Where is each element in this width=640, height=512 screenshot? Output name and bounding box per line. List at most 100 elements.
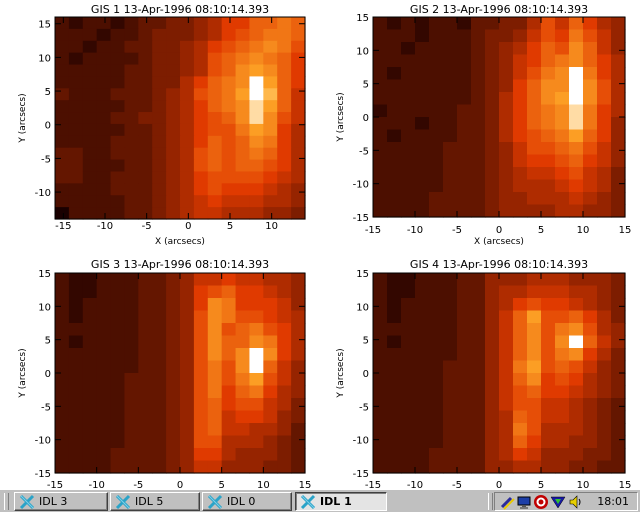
heatmap-cell — [597, 273, 612, 287]
task-button-idl-3[interactable]: IDL 3 — [14, 492, 108, 511]
heatmap-cell — [387, 204, 402, 218]
heatmap-cell — [235, 112, 251, 125]
heatmap-cell — [263, 52, 278, 66]
heatmap-cell — [527, 323, 542, 337]
shield-icon[interactable] — [550, 494, 566, 510]
heatmap-cell — [180, 335, 195, 349]
heatmap-cell — [291, 373, 306, 387]
heatmap-cell — [555, 298, 570, 312]
heatmap-cell — [373, 92, 388, 106]
heatmap-cell — [569, 460, 584, 474]
heatmap-cell — [96, 310, 112, 324]
heatmap-cell — [207, 88, 223, 101]
speaker-icon[interactable] — [567, 494, 583, 510]
target-icon[interactable] — [533, 494, 549, 510]
heatmap-cell — [96, 348, 112, 362]
y-tick-label: 5 — [45, 336, 51, 347]
heatmap-cell — [555, 323, 570, 337]
heatmap-cell — [471, 273, 486, 287]
task-button-idl-5[interactable]: IDL 5 — [110, 492, 200, 511]
heatmap-cell — [263, 360, 278, 374]
x-tick-label: 15 — [619, 225, 632, 236]
heatmap-cell — [611, 360, 626, 374]
taskbar-grip[interactable] — [4, 493, 9, 510]
heatmap-cell — [401, 129, 416, 143]
heatmap-cell — [180, 28, 195, 42]
heatmap-cell — [180, 348, 195, 362]
heatmap-cell — [221, 385, 237, 399]
x-axis-label: X (arcsecs) — [155, 237, 205, 247]
heatmap-cell — [499, 167, 514, 181]
heatmap-cell — [96, 335, 112, 349]
heatmap-cell — [415, 460, 430, 474]
heatmap-cell — [569, 298, 584, 312]
heatmap-cell — [583, 92, 598, 106]
task-button-idl-0[interactable]: IDL 0 — [202, 492, 292, 511]
plot-title: GIS 1 13-Apr-1996 08:10:14.393 — [91, 3, 269, 16]
network-icon[interactable] — [499, 494, 515, 510]
heatmap-cell — [138, 448, 153, 462]
heatmap-cell — [471, 385, 486, 399]
heatmap-cell — [55, 123, 70, 137]
heatmap-cell — [207, 207, 223, 220]
heatmap-cell — [277, 448, 292, 462]
heatmap-cell — [55, 159, 70, 173]
heatmap-cell — [277, 310, 292, 324]
heatmap-cell — [611, 17, 626, 31]
heatmap-cell — [443, 373, 458, 387]
heatmap-cell — [611, 192, 626, 206]
heatmap-cell — [457, 117, 472, 131]
heatmap-cell — [291, 171, 306, 184]
heatmap-cell — [124, 298, 139, 312]
x-tick-label: 5 — [538, 225, 544, 236]
heatmap-cell — [527, 310, 542, 324]
heatmap-cell — [96, 100, 112, 113]
heatmap-cell — [387, 42, 402, 56]
heatmap-cell — [611, 373, 626, 387]
heatmap-cell — [443, 423, 458, 437]
heatmap-cell — [166, 147, 181, 161]
plot-frame — [54, 16, 306, 220]
heatmap-cell — [429, 410, 444, 424]
heatmap-cell — [401, 67, 416, 81]
heatmap-cell — [96, 171, 112, 184]
heatmap-cell — [415, 17, 430, 31]
heatmap-cell — [235, 147, 251, 161]
monitor-icon[interactable] — [516, 494, 532, 510]
heatmap-cell — [555, 423, 570, 437]
heatmap-cell — [221, 64, 237, 78]
heatmap-cell — [82, 135, 98, 149]
heatmap-cell — [569, 67, 584, 81]
heatmap-cell — [152, 135, 167, 149]
heatmap-cell — [263, 40, 278, 54]
heatmap-cell — [471, 17, 486, 31]
heatmap-cell — [373, 285, 388, 299]
heatmap-cell — [193, 298, 209, 312]
heatmap-cell — [569, 142, 584, 156]
heatmap-cell — [513, 460, 528, 474]
heatmap-cell — [193, 435, 209, 449]
heatmap-cell — [555, 167, 570, 181]
heatmap-cell — [96, 285, 112, 299]
heatmap-cell — [443, 410, 458, 424]
heatmap-cell — [180, 323, 195, 337]
clock[interactable]: 18:01 — [597, 495, 629, 508]
heatmap-cell — [457, 423, 472, 437]
heatmap-cell — [485, 117, 500, 131]
heatmap-cell — [597, 67, 612, 81]
heatmap-cell — [597, 385, 612, 399]
heatmap-cell — [401, 435, 416, 449]
heatmap-cell — [373, 142, 388, 156]
heatmap-cell — [499, 79, 514, 93]
heatmap-cell — [527, 423, 542, 437]
heatmap-cell — [291, 88, 306, 101]
heatmap-cell — [152, 310, 167, 324]
heatmap-cell — [96, 123, 112, 137]
heatmap-cell — [387, 323, 402, 337]
heatmap-cell — [166, 28, 181, 42]
task-button-idl-1[interactable]: IDL 1 — [295, 492, 387, 511]
heatmap-cell — [373, 192, 388, 206]
heatmap-cell — [68, 385, 84, 399]
heatmap-cell — [541, 129, 556, 143]
heatmap-cell — [485, 335, 500, 349]
